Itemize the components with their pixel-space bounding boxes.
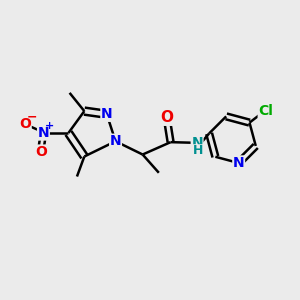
Text: +: + (45, 122, 55, 131)
Text: O: O (19, 116, 31, 130)
Text: N: N (101, 107, 112, 121)
Text: N: N (191, 136, 203, 150)
Text: O: O (160, 110, 174, 125)
Text: N: N (233, 156, 244, 170)
Text: −: − (26, 111, 37, 124)
Text: O: O (35, 145, 47, 159)
Text: N: N (38, 126, 49, 140)
Text: Cl: Cl (258, 104, 273, 118)
Text: H: H (193, 145, 203, 158)
Text: N: N (110, 134, 122, 148)
